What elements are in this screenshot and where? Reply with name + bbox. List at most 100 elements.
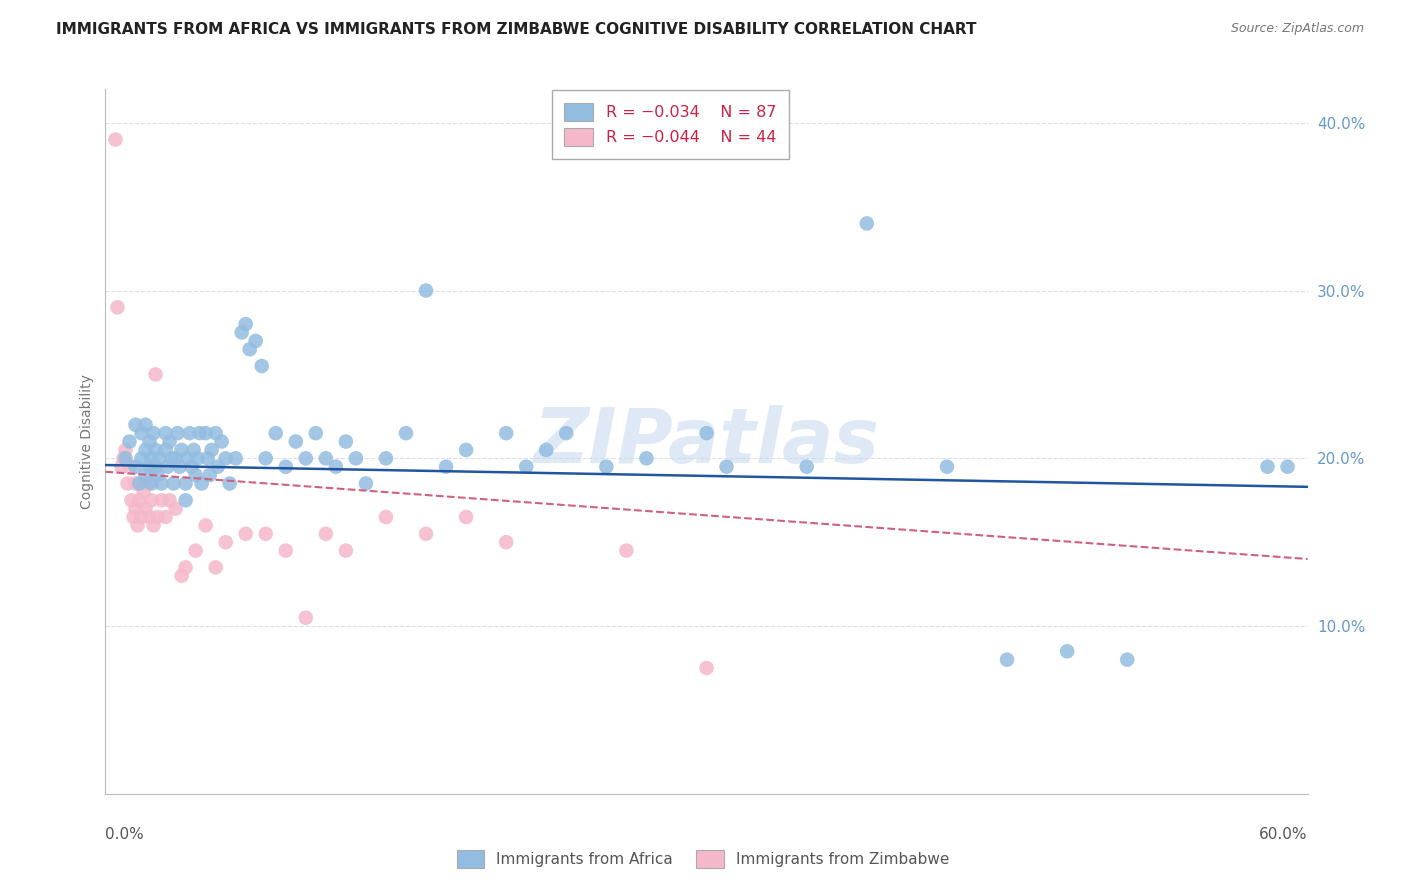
Point [138, 510, 160, 524]
Point [155, 426, 177, 441]
Point [141, 493, 163, 508]
Point [162, 476, 184, 491]
Point [183, 442, 205, 457]
Point [166, 426, 188, 441]
Point [141, 451, 163, 466]
Point [138, 434, 160, 449]
Point [110, 459, 132, 474]
Point [141, 476, 163, 491]
Point [335, 434, 357, 449]
Point [315, 451, 337, 466]
Point [169, 459, 191, 474]
Point [696, 426, 718, 441]
Point [515, 459, 537, 474]
Point [194, 518, 217, 533]
Point [155, 442, 177, 457]
Point [174, 493, 197, 508]
Point [395, 426, 418, 441]
Point [132, 484, 155, 499]
Point [146, 468, 169, 483]
Point [335, 543, 357, 558]
Point [295, 611, 318, 625]
Point [204, 560, 226, 574]
Y-axis label: Cognitive Disability: Cognitive Disability [80, 374, 94, 509]
Point [305, 426, 328, 441]
Point [214, 535, 236, 549]
Point [155, 510, 177, 524]
Text: Source: ZipAtlas.com: Source: ZipAtlas.com [1230, 22, 1364, 36]
Point [150, 493, 173, 508]
Text: IMMIGRANTS FROM AFRICA VS IMMIGRANTS FROM ZIMBABWE COGNITIVE DISABILITY CORRELAT: IMMIGRANTS FROM AFRICA VS IMMIGRANTS FRO… [56, 22, 977, 37]
Point [218, 476, 240, 491]
Point [107, 301, 129, 315]
Point [145, 459, 167, 474]
Legend: Immigrants from Africa, Immigrants from Zimbabwe: Immigrants from Africa, Immigrants from … [451, 844, 955, 873]
Point [235, 317, 257, 331]
Point [176, 451, 198, 466]
Point [142, 426, 165, 441]
Point [121, 493, 143, 508]
Point [159, 493, 181, 508]
Point [344, 451, 367, 466]
Point [274, 543, 297, 558]
Point [135, 442, 157, 457]
Point [146, 510, 169, 524]
Point [235, 526, 257, 541]
Point [636, 451, 658, 466]
Point [156, 459, 179, 474]
Point [118, 434, 141, 449]
Point [415, 526, 437, 541]
Point [131, 426, 153, 441]
Point [555, 426, 578, 441]
Point [128, 493, 150, 508]
Point [124, 501, 146, 516]
Point [114, 451, 136, 466]
Point [136, 476, 159, 491]
Point [170, 568, 193, 582]
Point [165, 451, 187, 466]
Point [118, 459, 141, 474]
Point [184, 468, 207, 483]
Point [197, 451, 219, 466]
Point [211, 434, 233, 449]
Point [148, 451, 170, 466]
Point [187, 451, 209, 466]
Point [415, 284, 437, 298]
Point [198, 468, 221, 483]
Text: ZIPatlas: ZIPatlas [533, 405, 880, 478]
Point [454, 510, 477, 524]
Point [716, 459, 738, 474]
Point [159, 434, 181, 449]
Point [295, 451, 318, 466]
Point [131, 510, 153, 524]
Point [170, 442, 193, 457]
Point [250, 359, 273, 373]
Point [315, 526, 337, 541]
Point [595, 459, 617, 474]
Point [254, 451, 277, 466]
Point [188, 426, 211, 441]
Point [239, 343, 262, 357]
Point [225, 451, 247, 466]
Point [124, 417, 146, 432]
Point [696, 661, 718, 675]
Point [284, 434, 307, 449]
Point [135, 417, 157, 432]
Point [995, 653, 1018, 667]
Point [174, 560, 197, 574]
Point [190, 476, 212, 491]
Point [374, 451, 398, 466]
Point [495, 426, 517, 441]
Point [454, 442, 477, 457]
Point [104, 132, 127, 146]
Point [796, 459, 818, 474]
Point [495, 535, 517, 549]
Point [534, 442, 557, 457]
Point [127, 518, 149, 533]
Point [855, 216, 877, 230]
Point [117, 476, 139, 491]
Point [231, 326, 253, 340]
Point [128, 476, 150, 491]
Point [135, 501, 157, 516]
Point [1056, 644, 1078, 658]
